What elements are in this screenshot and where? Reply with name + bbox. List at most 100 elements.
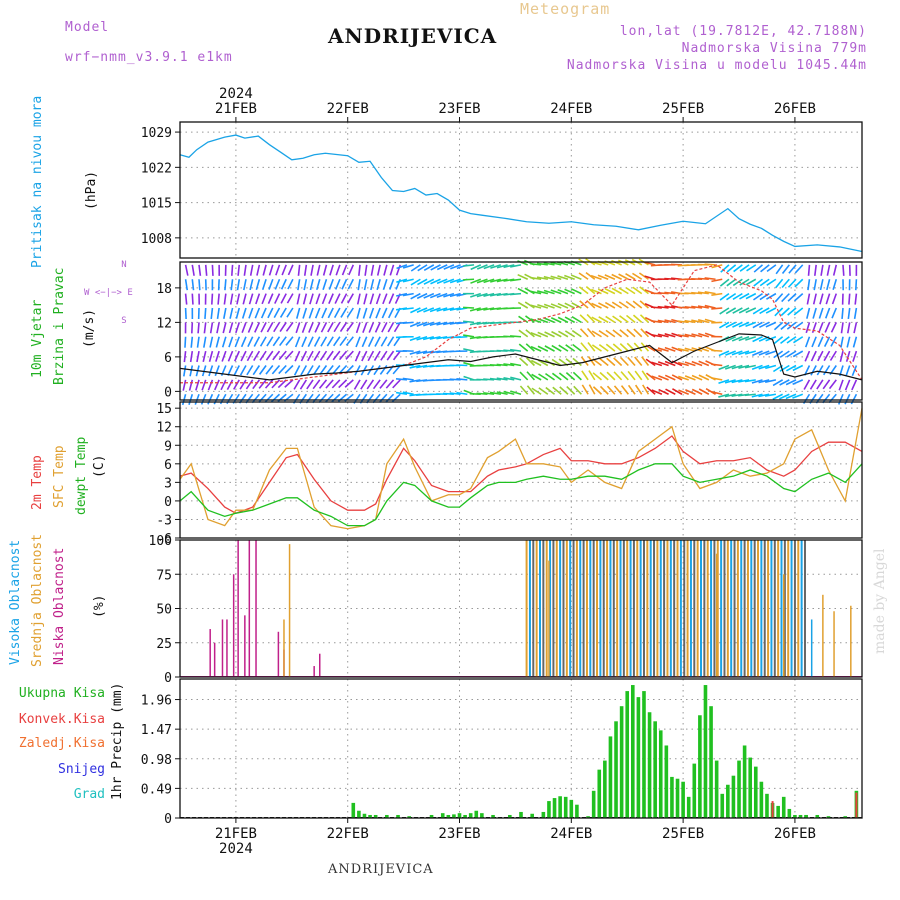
axes-layer: 1008 1015 1022 1029 0 6 12 18 -6 -3 0 3 6 9 12 15 0 25 50 7… <box>141 86 863 857</box>
wind-arrow <box>443 307 455 312</box>
wind-arrow <box>386 350 395 361</box>
wind-arrow <box>792 364 804 372</box>
wind-arrow <box>228 322 234 334</box>
wind-arrow <box>368 307 375 319</box>
precip-total-bar <box>826 816 831 818</box>
wind-arrow <box>605 315 616 324</box>
wind-arrow <box>325 365 334 375</box>
wind-arrow <box>698 332 710 338</box>
wind-arrow <box>489 292 502 297</box>
dewpoint-line <box>179 463 863 527</box>
wind-arrow <box>764 379 777 383</box>
wind-arrow <box>429 292 441 299</box>
wind-arrow <box>590 288 602 295</box>
wind-arrow <box>303 264 308 276</box>
wind-arrow <box>810 350 817 362</box>
wind-arrow <box>308 307 314 319</box>
wind-arrow <box>375 307 381 319</box>
wind-arrow <box>536 262 548 266</box>
wind-arrow <box>315 293 321 305</box>
wind-arrow <box>496 363 508 367</box>
wind-arrow <box>806 307 811 319</box>
wind-arrow <box>489 377 501 381</box>
precip-ytick-label: 0.49 <box>141 782 172 797</box>
wind-arrow <box>580 356 589 366</box>
wind-arrow <box>245 379 254 390</box>
wind-arrow <box>793 293 804 302</box>
wind-arrow <box>565 372 576 381</box>
wind-arrow <box>469 321 481 326</box>
wind-arrow <box>572 343 582 352</box>
wind-arrow <box>463 361 475 367</box>
wind-arrow <box>732 292 743 301</box>
wind-arrow <box>719 278 730 287</box>
wind-arrow <box>779 379 790 386</box>
wind-arrow <box>627 370 636 381</box>
wind-arrow <box>274 278 281 290</box>
wind-arrow <box>287 278 294 290</box>
precip-total-bar <box>563 796 568 818</box>
wind-arrow <box>252 365 261 376</box>
wind-arrow <box>792 350 804 358</box>
wind-arrow <box>851 365 858 377</box>
wind-arrow <box>387 321 395 333</box>
pressure-line <box>179 134 863 253</box>
wind-arrow <box>231 264 234 276</box>
wind-arrow <box>246 365 254 376</box>
wind-arrow <box>824 322 831 333</box>
legend-total-rain: Ukupna Kisa <box>18 686 105 701</box>
wind-arrow <box>809 379 817 390</box>
wind-arrow <box>295 322 301 334</box>
wind-arrow <box>183 351 187 363</box>
wind-arrow <box>605 343 616 352</box>
wind-arrow <box>476 264 488 270</box>
wind-arrow <box>678 375 689 381</box>
wind-arrow <box>832 279 838 291</box>
wind-arrow <box>266 321 274 333</box>
wind-arrow <box>312 365 321 376</box>
precip-total-bar <box>569 799 574 818</box>
wind-arrow <box>698 360 710 367</box>
wind-arrow <box>370 264 375 276</box>
wind-arrow <box>308 322 314 333</box>
wind-arrow <box>538 387 549 395</box>
wind-arrow <box>239 365 247 376</box>
wind-arrow <box>443 264 455 270</box>
wind-arrow <box>804 350 811 362</box>
wind-arrow <box>664 374 676 381</box>
wind-arrow <box>627 356 636 367</box>
wind-arrow <box>586 299 596 309</box>
wind-arrow <box>463 320 475 324</box>
precip-total-bar <box>742 745 747 818</box>
wind-arrow <box>819 293 824 305</box>
wind-arrow <box>253 350 261 361</box>
wind-arrow <box>202 350 207 363</box>
wind-arrow <box>842 264 845 276</box>
wind-arrow <box>788 264 797 274</box>
precip-total-bar <box>714 760 719 818</box>
wind-arrow <box>847 307 851 320</box>
wind-arrow <box>322 264 328 276</box>
wind-arrow <box>416 307 428 313</box>
wind-arrow <box>775 264 784 275</box>
wind-arrow <box>543 289 555 295</box>
wind-arrow <box>597 274 609 280</box>
precip-total-bar <box>351 802 356 818</box>
precip-total-bar <box>765 793 769 818</box>
day-label-bottom: 22FEB <box>327 826 369 842</box>
wind-arrow <box>524 301 535 309</box>
chart-title: ANDRIJEVICA <box>328 24 498 48</box>
pressure-frame <box>179 121 863 259</box>
wind-arrow <box>375 293 381 305</box>
wind-arrow <box>525 329 535 338</box>
wind-arrow <box>816 379 824 390</box>
wind-arrow <box>463 264 475 267</box>
day-label-top: 21FEB <box>215 101 257 117</box>
wind-arrow <box>645 358 656 367</box>
wind-arrow <box>665 388 676 395</box>
wind-arrow <box>838 379 844 391</box>
wind-arrow <box>779 393 790 400</box>
wind-arrow <box>566 386 576 395</box>
wind-arrow <box>641 356 650 366</box>
legend-snow: Snijeg <box>58 762 105 777</box>
